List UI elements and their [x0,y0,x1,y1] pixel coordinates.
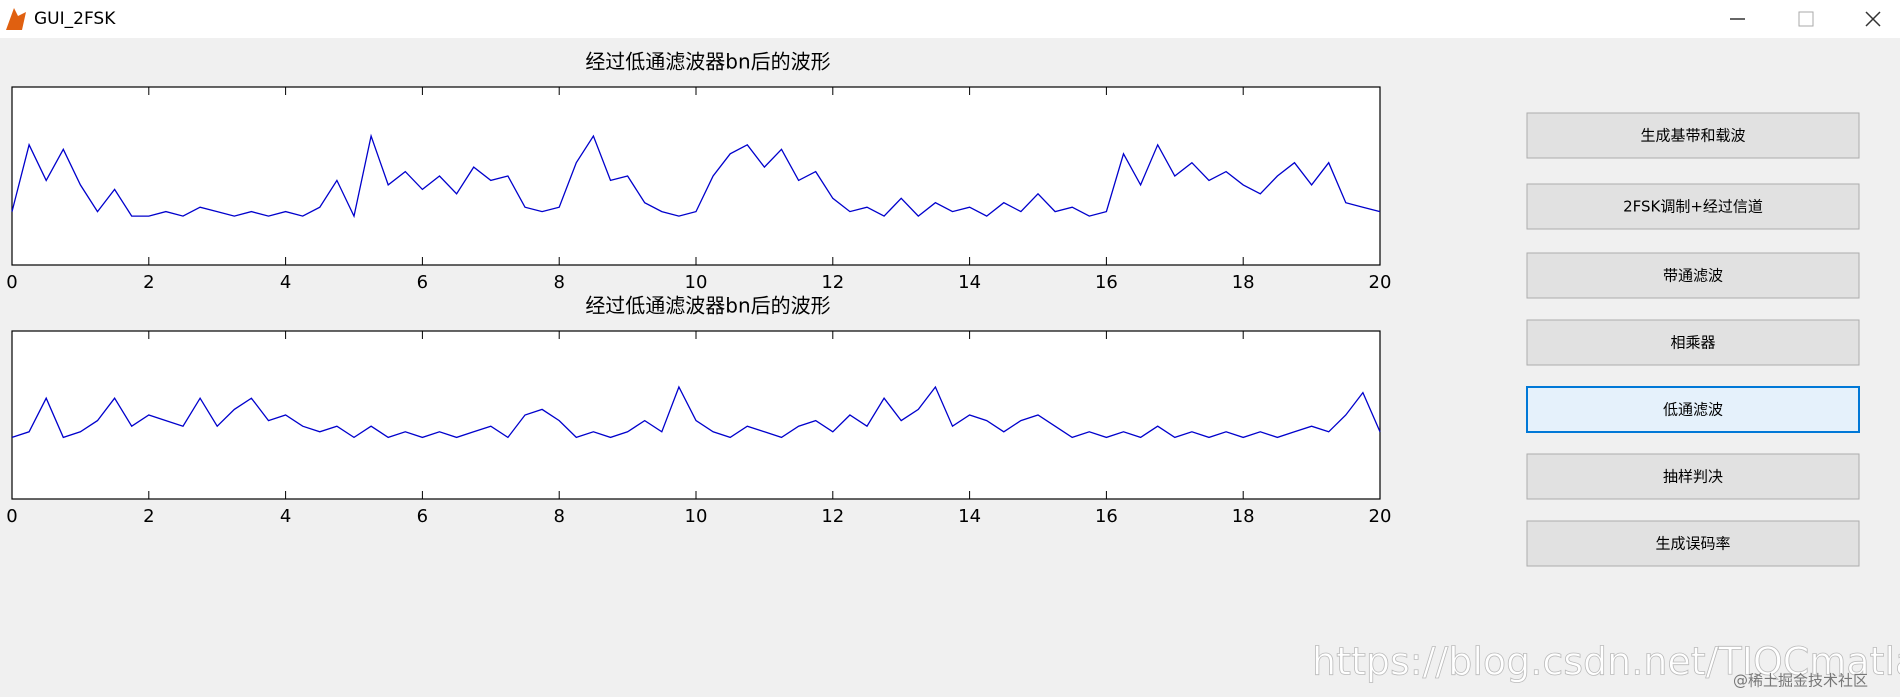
waveform [11,133,1381,219]
button-label[interactable]: 相乘器 [1670,334,1715,352]
x-tick-label: 14 [958,272,981,293]
button-label[interactable]: 生成基带和载波 [1640,127,1745,145]
x-tick-label: 14 [958,506,981,527]
x-tick-label: 20 [1369,506,1392,527]
title-bar [0,0,1900,38]
x-tick-label: 12 [821,272,844,293]
close[interactable] [1865,11,1881,27]
x-tick-label: 2 [143,506,154,527]
button-label[interactable]: 低通滤波 [1663,401,1723,419]
x-tick-label: 6 [417,272,428,293]
x-tick-label: 12 [821,506,844,527]
button[interactable] [1526,520,1860,567]
x-tick-label: 8 [553,506,564,527]
x-tick-label: 6 [417,506,428,527]
x-tick-label: 16 [1095,506,1118,527]
app-icon [6,8,26,30]
button[interactable] [1526,183,1860,230]
button-label[interactable]: 抽样判决 [1663,468,1723,486]
chart-title: 经过低通滤波器bn后的波形 [585,294,830,318]
x-tick-label: 2 [143,272,154,293]
waveform [11,385,1381,439]
button[interactable] [1526,453,1860,500]
watermark: https://blog.csdn.net/TIQCmatlab [1312,640,1900,684]
x-tick-label: 8 [553,272,564,293]
maximize[interactable] [1798,11,1814,27]
button[interactable] [1526,319,1860,366]
x-tick-label: 4 [280,506,291,527]
button[interactable] [1526,252,1860,299]
plot-area [11,330,1381,500]
x-tick-label: 10 [685,506,708,527]
x-tick-label: 18 [1232,272,1255,293]
button[interactable] [1526,112,1860,159]
watermark: @稀土掘金技术社区 [1733,672,1868,690]
button-label[interactable]: 带通滤波 [1663,267,1723,285]
x-tick-label: 20 [1369,272,1392,293]
x-tick-label: 18 [1232,506,1255,527]
window-title: GUI_2FSK [34,9,116,29]
button-label[interactable]: 生成误码率 [1655,535,1730,553]
button[interactable] [1526,386,1860,433]
plot-area [11,86,1381,266]
button-label[interactable]: 2FSK调制+经过信道 [1623,198,1763,216]
x-tick-label: 0 [6,506,17,527]
chart-title: 经过低通滤波器bn后的波形 [585,50,830,74]
x-tick-label: 0 [6,272,17,293]
x-tick-label: 16 [1095,272,1118,293]
x-tick-label: 4 [280,272,291,293]
x-tick-label: 10 [685,272,708,293]
